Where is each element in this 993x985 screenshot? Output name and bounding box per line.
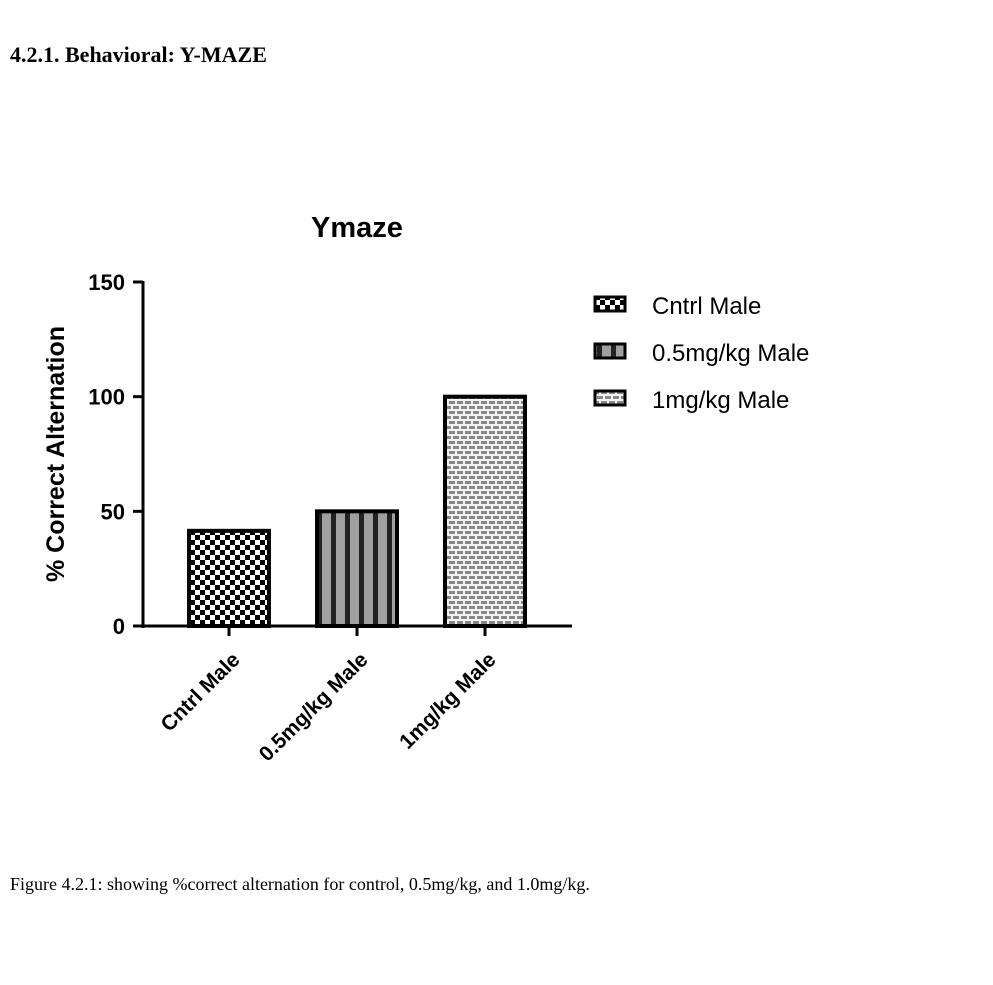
figure-caption: Figure 4.2.1: showing %correct alternati… [10,874,590,894]
y-tick-label: 100 [88,385,125,410]
bar-2 [443,394,527,628]
bar-1 [315,509,399,629]
section-heading: 4.2.1. Behavioral: Y-MAZE [10,42,267,67]
legend-label: Cntrl Male [652,293,761,320]
y-tick-label: 50 [101,499,125,524]
legend-swatch-2 [593,389,627,407]
legend-label: 1mg/kg Male [652,387,789,414]
x-tick-label: 1mg/kg Male [395,648,500,753]
y-tick-label: 150 [88,270,125,295]
legend-label: 0.5mg/kg Male [652,340,809,367]
chart-title: Ymaze [311,212,403,244]
y-tick-label: 0 [113,614,125,639]
x-tick-label: 0.5mg/kg Male [255,648,373,766]
x-tick-label: Cntrl Male [156,648,244,736]
bar-0 [187,528,271,628]
legend-swatch-0 [593,295,627,313]
legend-swatch-1 [593,342,627,360]
y-axis-label: % Correct Alternation [42,326,70,582]
